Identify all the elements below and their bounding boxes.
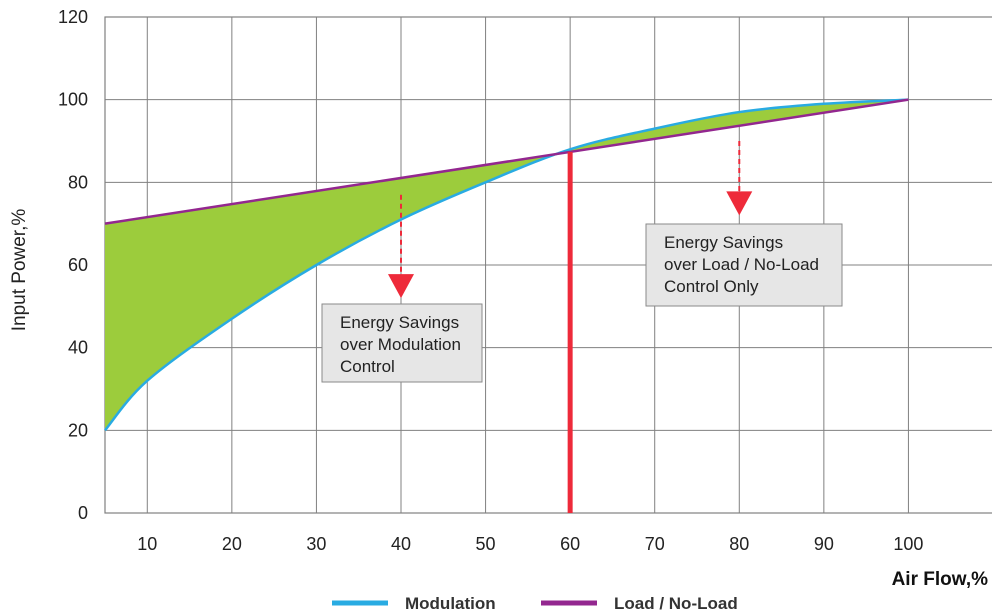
annotation-text-modulation: Control	[340, 357, 395, 376]
y-tick-label: 0	[78, 503, 88, 523]
series-line-load-no-load	[104, 98, 909, 225]
legend-label-load-no-load: Load / No-Load	[614, 594, 738, 613]
annotation-text-modulation: over Modulation	[340, 335, 461, 354]
y-tick-label: 100	[58, 90, 88, 110]
y-tick-label: 60	[68, 255, 88, 275]
arrow-head-load	[726, 191, 753, 216]
x-tick-label: 50	[476, 534, 496, 554]
x-tick-label: 30	[306, 534, 326, 554]
series-line-modulation	[104, 98, 909, 432]
x-axis-label: Air Flow,%	[892, 569, 989, 590]
savings-fill-areas	[105, 99, 909, 431]
legend-label-modulation: Modulation	[405, 594, 496, 613]
arrow-head-modulation	[388, 274, 414, 299]
annotation-text-load: Energy Savings	[664, 233, 783, 252]
y-tick-label: 80	[68, 172, 88, 192]
x-tick-label: 100	[893, 534, 923, 554]
energy-savings-fill	[105, 99, 909, 431]
y-tick-label: 120	[58, 7, 88, 27]
annotation-box-modulation	[321, 303, 483, 383]
y-tick-label: 20	[68, 420, 88, 440]
y-tick-label: 40	[68, 338, 88, 358]
annotation-text-load: over Load / No-Load	[664, 255, 819, 274]
x-tick-label: 20	[222, 534, 242, 554]
x-tick-label: 40	[391, 534, 411, 554]
x-tick-label: 90	[814, 534, 834, 554]
legend: Modulation Load / No-Load	[332, 594, 738, 613]
tick-labels: 10 20 30 40 50 60 70 80 90 100 0 20 40 60 80 100 120	[58, 7, 923, 554]
y-axis-label: Input Power,%	[9, 209, 30, 332]
x-tick-label: 60	[560, 534, 580, 554]
x-tick-label: 10	[137, 534, 157, 554]
x-tick-label: 80	[729, 534, 749, 554]
annotation-box-load	[645, 223, 843, 307]
annotations: Energy Savings over Modulation Control Ener…	[321, 141, 843, 383]
x-tick-label: 70	[645, 534, 665, 554]
annotation-text-modulation: Energy Savings	[340, 313, 459, 332]
series-lines	[104, 98, 909, 432]
annotation-text-load: Control Only	[664, 277, 759, 296]
